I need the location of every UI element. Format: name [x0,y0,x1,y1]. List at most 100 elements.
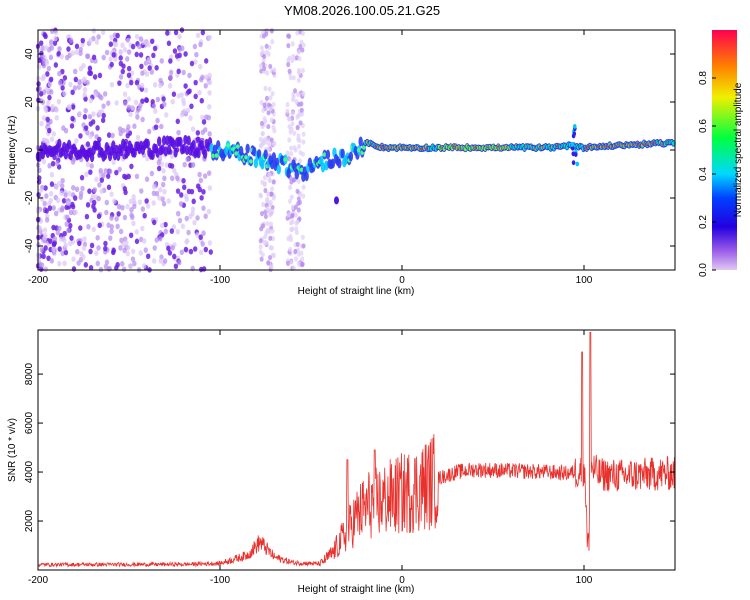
spectrogram-cell [169,228,175,234]
spectrogram-cell [63,192,68,198]
spectrogram-cell [198,177,204,184]
spectrogram-x-tick-label: 0 [399,275,405,286]
spectrogram-cell [260,49,265,55]
spectrogram-cell [104,49,110,56]
spectrogram-cell [271,101,276,108]
spectrogram-cell [67,190,72,197]
spectrogram-cell [270,90,275,97]
spectrogram-cell [44,193,49,199]
spectrogram-cell [291,177,296,183]
spectrogram-cell [183,83,188,89]
spectrogram-cell [276,164,281,175]
spectrogram-cell [59,53,64,60]
spectrogram-cell [137,199,143,205]
spectrogram-cell [197,171,202,178]
colorbar: 0.0 0.2 0.4 0.6 0.8 Normalized spectral ampl… [698,30,744,277]
spectrogram-cell [271,124,276,131]
spectrogram-cell [358,136,363,147]
spectrogram-cell [173,263,179,270]
spectrogram-cell [126,72,132,79]
spectrogram-cell [289,145,294,151]
spectrogram-cell [267,178,272,184]
snr-x-tick-label: 100 [576,575,593,586]
spectrogram-cell [185,238,190,244]
spectrogram-cell [48,197,53,204]
spectrogram-cell [103,168,108,174]
spectrogram-cell [159,222,165,229]
spectrogram-cell [211,153,216,158]
spectrogram-cell [130,105,135,111]
spectrogram-cell [144,71,150,77]
spectrogram-cell [290,212,295,218]
snr-y-tick-label: 2000 [24,509,35,532]
spectrogram-cell [39,91,44,97]
spectrogram-cell [86,223,91,230]
spectrogram-cell [258,192,263,198]
spectrogram-cell [122,47,128,53]
spectrogram-cell [82,114,88,120]
spectrogram-cell [162,258,168,264]
spectrogram-cell [172,253,177,260]
spectrogram-cell [297,137,302,144]
spectrogram-cell [161,201,167,207]
spectrogram-cell [51,131,57,137]
spectrogram-cell [140,70,145,76]
spectrogram-cell [87,70,92,76]
spectrogram-cell [173,147,178,158]
spectrogram-cell [147,128,152,135]
spectrogram-cell [289,220,294,226]
spectrogram-cell [46,65,52,72]
spectrogram-cell [288,184,293,191]
spectrogram-cell [572,124,577,129]
spectrogram-cell [181,143,186,154]
spectrogram-cell [291,53,296,60]
spectrogram-cell [126,244,131,251]
spectrogram-cell [269,264,274,270]
spectrogram-cell [180,223,186,230]
spectrogram-cell [132,123,137,130]
spectrogram-cell [290,41,295,47]
spectrogram-cell [201,266,207,272]
spectrogram-cell [259,120,264,126]
spectrogram-cell [102,91,108,97]
spectrogram-cell [122,141,128,152]
spectrogram-cell [88,169,93,175]
spectrogram-cell [131,220,136,227]
spectrogram-cell [125,127,130,134]
spectrogram-cell [260,139,265,145]
spectrogram-cell [132,203,137,210]
spectrogram-cell [49,171,55,178]
spectrogram-cell [176,93,181,99]
spectrogram-cell [151,258,157,264]
spectrogram-cell [129,206,134,213]
spectrogram-cell [299,107,304,113]
spectrogram-cell [55,197,61,204]
spectrogram-cell [97,222,102,229]
spectrogram-cell [101,172,106,179]
spectrogram-cell [191,198,196,205]
spectrogram-cell [142,263,147,269]
spectrogram-cell [294,98,299,105]
spectrogram-cell [293,248,298,255]
snr-x-tick-label: -200 [28,575,48,586]
spectrogram-cell [171,224,177,230]
spectrogram-cell [51,205,56,211]
spectrogram-cell [296,143,301,150]
spectrogram-cell [147,65,152,71]
spectrogram-cell [163,228,169,235]
spectrogram-cell [300,256,305,262]
colorbar-tick-label: 0.8 [698,71,709,85]
spectrogram-cell [50,104,55,110]
spectrogram-cell [89,242,95,249]
spectrogram-cell [49,28,55,34]
snr-x-tick-label: -100 [210,575,230,586]
spectrogram-cell [268,191,273,197]
spectrogram-cell [60,205,65,212]
spectrogram-cell [152,245,157,251]
spectrogram-cell [116,203,122,210]
spectrogram-cell [156,165,162,172]
spectrogram-cell [107,168,113,175]
spectrogram-cell [296,77,301,83]
snr-panel: -200 -100 0 100 2000 4000 6000 8000 Height of … [7,329,676,595]
spectrogram-cell [106,132,112,138]
